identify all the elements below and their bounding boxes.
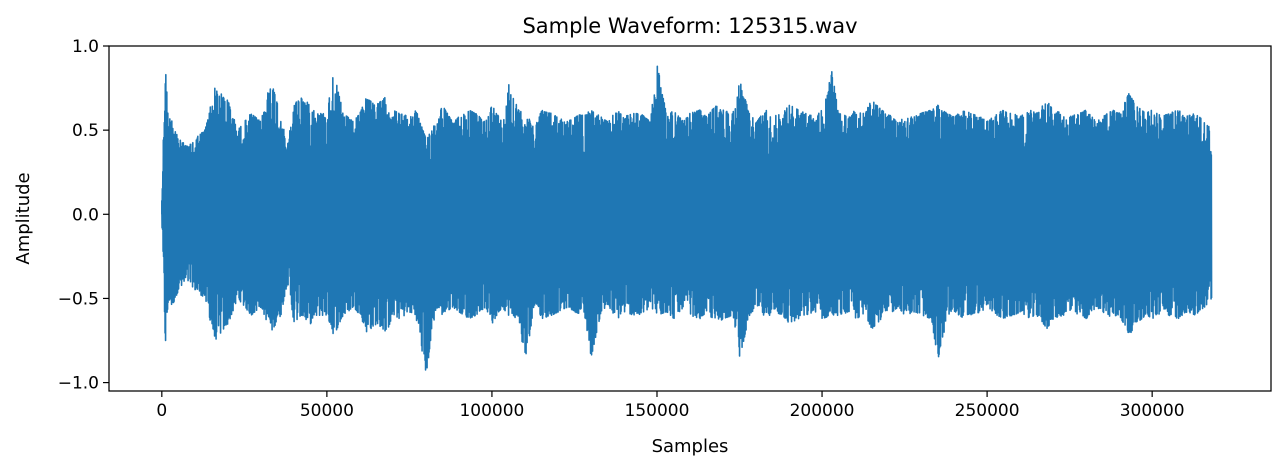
chart-title: Sample Waveform: 125315.wav: [522, 14, 857, 38]
waveform-series-line: [161, 65, 1213, 371]
x-tick-label: 150000: [625, 401, 690, 421]
x-tick-label: 300000: [1120, 401, 1185, 421]
y-tick-label: 0.5: [72, 121, 99, 141]
y-axis-label: Amplitude: [13, 172, 34, 264]
x-axis-label: Samples: [652, 436, 729, 457]
axis-ticks: 0 50000 100000 150000 200000 250000 300000 −1.0…: [58, 37, 1185, 421]
y-tick-label: 0.0: [72, 205, 99, 225]
x-tick-label: 100000: [459, 401, 524, 421]
x-tick-label: 200000: [790, 401, 855, 421]
x-tick-label: 0: [156, 401, 167, 421]
y-tick-label: 1.0: [72, 37, 99, 57]
plot-area: [161, 65, 1213, 371]
y-tick-label: −1.0: [58, 374, 99, 394]
x-tick-label: 250000: [955, 401, 1020, 421]
x-tick-label: 50000: [300, 401, 354, 421]
axes-frame: [108, 45, 1272, 392]
y-tick-label: −0.5: [58, 289, 99, 309]
